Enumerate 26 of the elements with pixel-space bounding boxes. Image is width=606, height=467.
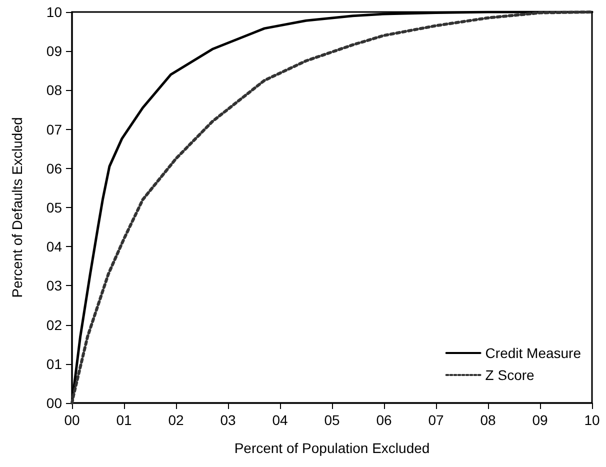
y-tick-label: 01 [46, 356, 62, 372]
y-tick-label: 06 [46, 160, 62, 176]
y-tick-label: 07 [46, 121, 62, 138]
y-tick-label: 04 [46, 238, 62, 255]
x-axis-title: Percent of Population Excluded [234, 440, 430, 456]
x-tick-label: 00 [64, 412, 80, 428]
x-tick-label: 03 [220, 412, 236, 428]
x-tick-label: 07 [428, 412, 444, 428]
y-tick-label: 02 [46, 316, 62, 333]
x-tick-label: 10 [584, 412, 600, 428]
y-tick-label: 08 [46, 82, 62, 98]
x-tick-label: 06 [376, 412, 392, 428]
x-tick-label: 08 [480, 412, 496, 428]
y-tick-label: 10 [46, 4, 62, 20]
y-tick-label: 05 [46, 200, 62, 216]
y-tick-label: 09 [46, 43, 62, 60]
y-tick-label: 00 [46, 395, 62, 411]
y-tick-label: 03 [46, 278, 62, 294]
y-axis-title: Percent of Defaults Excluded [9, 117, 25, 298]
x-tick-label: 05 [324, 412, 340, 428]
x-tick-label: 09 [532, 412, 548, 428]
x-tick-label: 01 [116, 412, 132, 428]
x-tick-label: 02 [168, 412, 184, 428]
legend-label: Credit Measure [485, 345, 582, 361]
legend-label: Z Score [485, 367, 535, 383]
x-tick-label: 04 [272, 412, 288, 428]
